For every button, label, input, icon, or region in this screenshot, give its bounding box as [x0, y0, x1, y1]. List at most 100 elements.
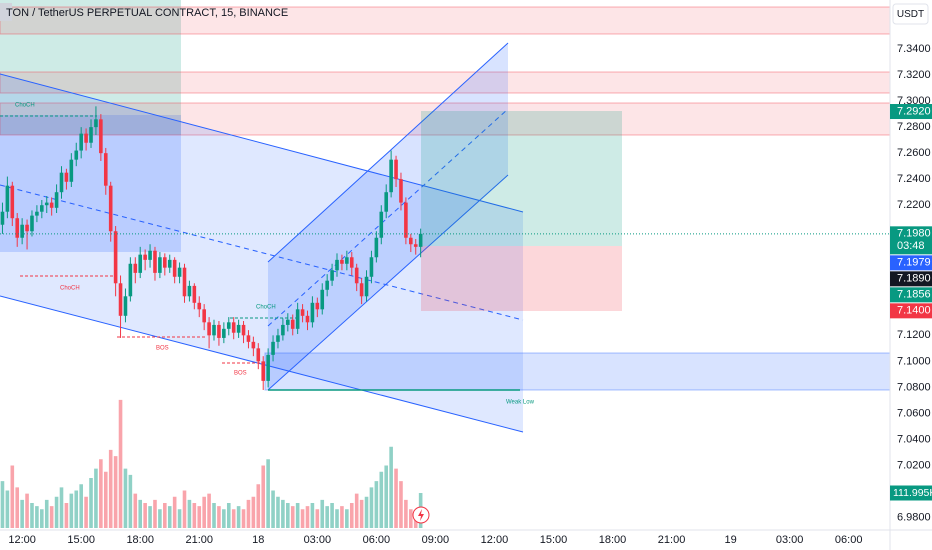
volume-bar	[172, 496, 177, 528]
candle-body	[172, 259, 177, 277]
volume-bar	[54, 496, 59, 528]
x-tick-label: 18:00	[126, 534, 154, 546]
candle-body	[197, 302, 202, 310]
candle-body	[290, 319, 295, 329]
long-stop	[421, 246, 622, 311]
volume-bar	[271, 490, 275, 528]
volume-bar	[389, 446, 393, 528]
volume-bar	[212, 503, 216, 528]
candle-body	[158, 257, 162, 273]
x-tick-label: 12:00	[481, 534, 509, 546]
y-tick-label: 7.3400	[897, 43, 931, 55]
volume-label: 111.995K	[893, 487, 932, 499]
annotation: BOS	[156, 346, 169, 352]
volume-bar	[409, 509, 413, 528]
y-tick-label: 7.2400	[897, 173, 931, 185]
candle-body	[281, 324, 285, 336]
y-tick-label: 7.2800	[897, 121, 931, 133]
candle-body	[44, 202, 49, 206]
currency: USDT	[897, 9, 924, 20]
x-tick-label: 18:00	[599, 534, 627, 546]
candle-body	[182, 267, 187, 297]
marks	[0, 106, 423, 528]
candle-body	[271, 341, 275, 355]
volume-bar	[89, 478, 93, 528]
volume-bar	[266, 459, 270, 528]
volume-bar	[59, 487, 64, 528]
candle-body	[64, 172, 69, 182]
currency-button[interactable]	[892, 3, 929, 25]
volume-bar	[94, 468, 98, 528]
candle-body	[330, 270, 334, 281]
candle-body	[354, 267, 359, 284]
candle-body	[69, 159, 74, 182]
countdown: 03:48	[897, 240, 925, 252]
y-tick-label: 7.1000	[897, 355, 931, 367]
y-tick-label: 7.1200	[897, 329, 931, 341]
volume-bar	[153, 499, 157, 528]
candle-body	[310, 302, 315, 323]
candle-body	[103, 153, 108, 186]
volume-bar	[74, 490, 79, 528]
candle-body	[305, 315, 310, 323]
volume-bar	[123, 468, 128, 528]
volume-bar	[103, 471, 108, 528]
volume-bar	[295, 503, 300, 528]
volume-bar	[207, 493, 211, 528]
price-label-bg	[890, 287, 932, 303]
x-tick-label: 15:00	[67, 534, 95, 546]
volume-bar	[197, 506, 202, 528]
volume-bar	[276, 496, 280, 528]
candle-body	[384, 192, 389, 212]
candle-body	[89, 127, 93, 143]
volume-bar	[108, 449, 113, 528]
volume-bar	[79, 484, 83, 528]
candle-body	[25, 224, 29, 232]
candle-body	[374, 237, 379, 258]
volume-bar	[281, 499, 285, 528]
volume-bar	[241, 509, 246, 528]
y-tick-label: 7.2600	[897, 147, 931, 159]
y-tick-label: 7.2200	[897, 199, 931, 211]
x-tick-label: 03:00	[304, 534, 332, 546]
volume-bar	[246, 499, 251, 528]
candle-body	[5, 185, 10, 212]
volume-bar	[15, 487, 20, 528]
channel-line	[0, 73, 524, 213]
candle-body	[177, 267, 182, 277]
candle-body	[148, 250, 152, 260]
candle-body	[143, 254, 147, 260]
candle-body	[212, 324, 216, 336]
candle-body	[261, 361, 266, 381]
candle-body	[74, 150, 79, 160]
volume-bar	[49, 506, 54, 528]
supply-zone	[0, 102, 891, 136]
candle-body	[231, 322, 236, 333]
y-tick-label: 6.9800	[897, 511, 931, 523]
x-tick-label: 06:00	[363, 534, 391, 546]
volume-bar	[384, 465, 389, 528]
annotation: ChoCH	[60, 286, 80, 292]
volume-bar	[0, 481, 5, 528]
volume-bar	[354, 493, 359, 528]
volume-bar	[99, 459, 103, 528]
volume-bar	[261, 465, 266, 528]
candle-body	[413, 244, 418, 247]
x-tick-label: 12:00	[8, 534, 36, 546]
y-tick-label: 7.0400	[897, 433, 931, 445]
chart-title: TON / TetherUS PERPETUAL CONTRACT, 15, B…	[6, 7, 288, 19]
volume-bar	[335, 509, 339, 528]
candle-body	[49, 202, 54, 208]
candle-body	[54, 192, 59, 208]
volume-bar	[20, 499, 24, 528]
candle-body	[222, 328, 226, 338]
price-label: 7.1400	[897, 305, 931, 317]
candle-body	[325, 280, 329, 290]
candle-body	[20, 224, 24, 238]
candle-body	[128, 263, 133, 297]
x-tick-label: 18	[252, 534, 264, 546]
y-tick-label: 7.3000	[897, 95, 931, 107]
annotation: BOS	[234, 371, 247, 377]
x-tick-label: 06:00	[835, 534, 863, 546]
